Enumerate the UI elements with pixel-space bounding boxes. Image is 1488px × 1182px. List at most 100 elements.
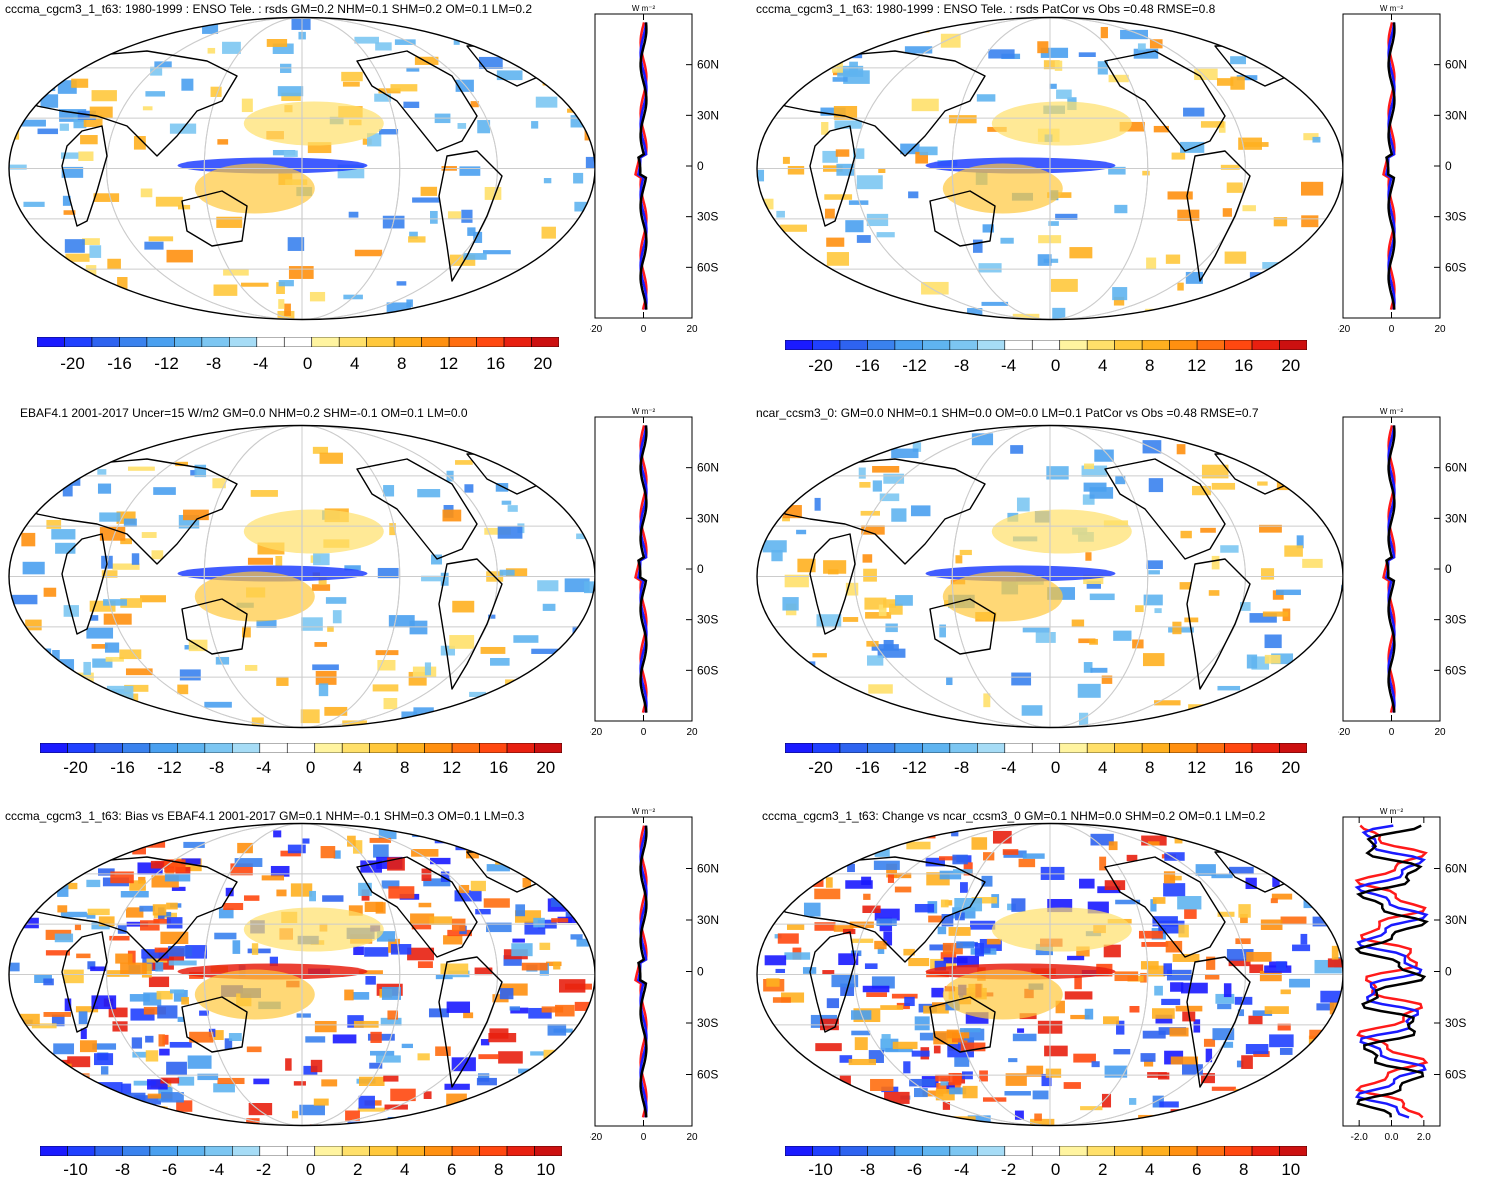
anomaly-patch [567,17,591,31]
colorbar-label: 8 [400,758,409,778]
colorbar-label: 16 [1234,758,1253,778]
anomaly-patch [1273,716,1298,724]
anomaly-patch [1112,287,1127,300]
anomaly-patch [1164,871,1175,883]
anomaly-patch [1301,934,1308,945]
anomaly-patch [452,298,468,303]
anomaly-patch [876,918,896,925]
anomaly-patch [829,295,841,302]
anomaly-patch [291,19,310,30]
anomaly-patch [1302,559,1322,568]
anomaly-patch [98,484,111,494]
anomaly-patch [1288,434,1311,447]
colorbar-swatch [922,340,949,350]
anomaly-patch [301,709,320,723]
anomaly-patch [492,701,502,712]
anomaly-patch [1080,1106,1102,1110]
anomaly-patch [65,239,85,253]
zonal-lat-label: 60S [697,260,718,274]
zonal-lat-label: 60N [697,862,719,876]
anomaly-patch [11,687,34,697]
anomaly-patch [1221,165,1240,170]
anomaly-patch [1247,655,1257,669]
anomaly-patch [1023,853,1045,858]
anomaly-patch [536,1069,547,1079]
anomaly-patch [508,26,519,38]
anomaly-patch [354,1021,379,1028]
anomaly-patch [836,149,850,156]
anomaly-patch [197,1074,218,1080]
colorbar-swatch [67,1146,94,1156]
north-pacific-anomaly [244,102,384,146]
anomaly-patch [388,886,414,898]
anomaly-patch [914,1088,928,1097]
anomaly-patch [904,997,915,1006]
anomaly-patch [44,828,55,832]
anomaly-patch [794,472,810,478]
world-map [7,822,597,1127]
anomaly-patch [67,283,77,290]
colorbar-label: 20 [536,758,555,778]
anomaly-patch [975,943,984,956]
anomaly-patch [934,1046,941,1054]
anomaly-patch [912,1051,930,1057]
anomaly-patch [935,722,956,728]
anomaly-patch [223,269,249,275]
anomaly-patch [94,193,120,202]
anomaly-patch [94,1053,113,1065]
colorbar-label: 16 [489,758,508,778]
anomaly-patch [956,941,974,948]
anomaly-patch [1275,859,1292,873]
anomaly-patch [167,917,183,928]
anomaly-patch [1172,153,1186,160]
anomaly-patch [954,898,982,911]
anomaly-patch [252,943,258,955]
anomaly-patch [497,70,523,80]
anomaly-patch [884,1092,910,1104]
anomaly-patch [58,1118,71,1125]
anomaly-patch [83,662,91,675]
anomaly-patch [26,648,51,658]
anomaly-patch [789,287,811,295]
anomaly-patch [181,79,193,91]
anomaly-patch [349,212,359,218]
anomaly-patch [1154,986,1163,996]
anomaly-patch [452,827,468,839]
colorbar-label: -4 [954,1160,969,1180]
anomaly-patch [859,482,870,488]
anomaly-patch [373,684,399,691]
anomaly-patch [247,1047,262,1053]
anomaly-patch [213,1083,235,1092]
colorbar [40,743,562,753]
anomaly-patch [563,1047,579,1054]
anomaly-patch [1312,137,1320,143]
anomaly-patch [870,1079,893,1091]
anomaly-patch [463,1012,473,1018]
anomaly-patch [321,846,336,858]
anomaly-patch [779,822,790,828]
anomaly-patch [949,115,977,123]
anomaly-patch [180,669,201,680]
colorbar-label: -8 [206,354,221,374]
anomaly-patch [563,873,588,879]
anomaly-patch [1265,634,1282,648]
anomaly-patch [186,1119,199,1124]
anomaly-patch [1181,531,1192,538]
colorbar-swatch [922,1146,949,1156]
anomaly-patch [869,699,876,713]
anomaly-patch [32,1057,52,1070]
colorbar-label: -8 [115,1160,130,1180]
anomaly-patch [908,958,929,966]
anomaly-patch [908,191,918,198]
zonal-x-tick-label: 20 [686,324,698,335]
anomaly-patch [1090,668,1107,673]
anomaly-patch [796,530,806,534]
zonal-unit-label: W m⁻² [632,807,656,816]
colorbar-label: -4 [1001,356,1016,376]
anomaly-patch [1067,956,1084,960]
anomaly-patch [115,954,132,964]
anomaly-patch [1085,1009,1093,1020]
anomaly-patch [279,280,294,286]
anomaly-patch [1215,35,1241,39]
